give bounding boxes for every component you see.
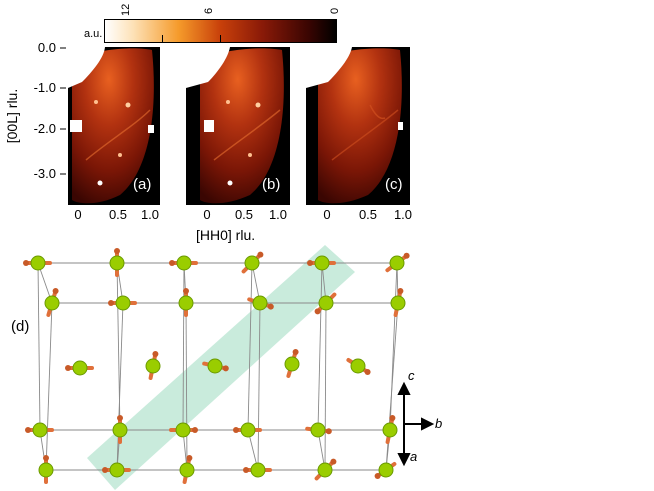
atom — [314, 255, 330, 271]
axis-b-label: b — [435, 416, 443, 431]
colorbar-unit: a.u. — [84, 28, 103, 40]
panel-label-b: (b) — [262, 176, 281, 193]
atom — [310, 422, 326, 438]
spin-sites — [23, 248, 410, 484]
spin-arrow-head — [267, 303, 274, 310]
spin-arrow-head — [23, 260, 29, 266]
x-axis-label: [HH0] rlu. — [196, 227, 256, 243]
atom — [240, 422, 256, 438]
colorbar-tick-mark — [162, 35, 163, 43]
colorbar — [104, 19, 337, 43]
spin-arrow-head — [314, 308, 321, 315]
map-panel-b — [186, 47, 290, 205]
atom — [318, 295, 334, 311]
spin-arrow-head — [102, 467, 108, 473]
x-tick-label: 0.5 — [358, 207, 378, 222]
y-tick-label: -1.0 — [33, 80, 56, 95]
atom — [112, 422, 128, 438]
y-tick-marks — [60, 47, 66, 175]
atom — [244, 255, 260, 271]
atom — [30, 255, 46, 271]
spin-arrow-head — [403, 252, 410, 259]
spin-arrow-head — [257, 251, 264, 258]
colorbar-tick-mark — [220, 35, 221, 43]
atom — [115, 295, 131, 311]
spin-arrow-head — [330, 458, 337, 465]
x-tick-label: 0.5 — [108, 207, 128, 222]
atom — [44, 295, 60, 311]
atom — [109, 255, 125, 271]
x-tick-label: 1.0 — [140, 207, 160, 222]
spin-arrow-head — [52, 288, 59, 294]
spin-arrow-head — [397, 288, 404, 294]
panel-label-a: (a) — [133, 176, 152, 193]
spin-arrow-head — [364, 369, 371, 375]
spin-arrow-head — [192, 427, 198, 433]
spin-arrow-head — [374, 473, 381, 479]
atom — [382, 422, 398, 438]
spin-arrow-head — [25, 427, 31, 433]
atom — [178, 295, 194, 311]
x-tick-label: 0.5 — [234, 207, 254, 222]
spin-arrow-head — [183, 288, 189, 294]
spin-arrow-head — [114, 248, 120, 254]
atom — [207, 358, 223, 374]
x-tick-label: 0 — [323, 207, 331, 222]
atom — [284, 356, 300, 372]
atom — [350, 358, 366, 374]
atom — [72, 360, 88, 376]
axis-a-label: a — [410, 449, 418, 464]
y-tick-label: 0.0 — [37, 40, 56, 55]
atom — [175, 422, 191, 438]
atom — [38, 462, 54, 478]
x-tick-label: 1.0 — [393, 207, 413, 222]
atom — [179, 462, 195, 478]
atom — [378, 462, 394, 478]
x-tick-label: 0 — [203, 207, 211, 222]
x-tick-label: 1.0 — [268, 207, 288, 222]
y-tick-label: -3.0 — [33, 166, 56, 181]
spin-arrow-head — [65, 365, 71, 371]
spin-arrow-head — [108, 300, 114, 306]
y-tick-label: -2.0 — [33, 121, 56, 136]
axis-c-label: c — [408, 368, 415, 383]
atom — [176, 255, 192, 271]
atom — [389, 255, 405, 271]
spin-arrow-head — [389, 415, 396, 421]
atom — [317, 462, 333, 478]
axis-arrows — [397, 381, 435, 467]
spin-arrow-head — [186, 455, 193, 461]
map-panel-a — [68, 47, 160, 205]
spin-arrow-head — [307, 260, 313, 266]
atom — [390, 295, 406, 311]
spin-arrow-head — [243, 467, 249, 473]
spin-arrow-head — [292, 349, 299, 355]
spin-arrow-head — [325, 428, 332, 435]
atom — [32, 422, 48, 438]
spin-arrow-head — [117, 415, 123, 421]
spin-arrow-head — [152, 351, 159, 357]
spin-arrow-head — [222, 365, 229, 372]
panel-label-c: (c) — [385, 176, 403, 193]
lattice-panel-label: (d) — [11, 318, 30, 335]
atom — [109, 462, 125, 478]
atom — [250, 462, 266, 478]
spin-arrow-head — [233, 427, 239, 433]
spin-arrow-head — [43, 455, 49, 461]
map-panel-c — [306, 47, 410, 205]
x-tick-label: 0 — [74, 207, 82, 222]
spin-arrow-head — [169, 260, 175, 266]
atom — [252, 295, 268, 311]
atom — [145, 358, 161, 374]
